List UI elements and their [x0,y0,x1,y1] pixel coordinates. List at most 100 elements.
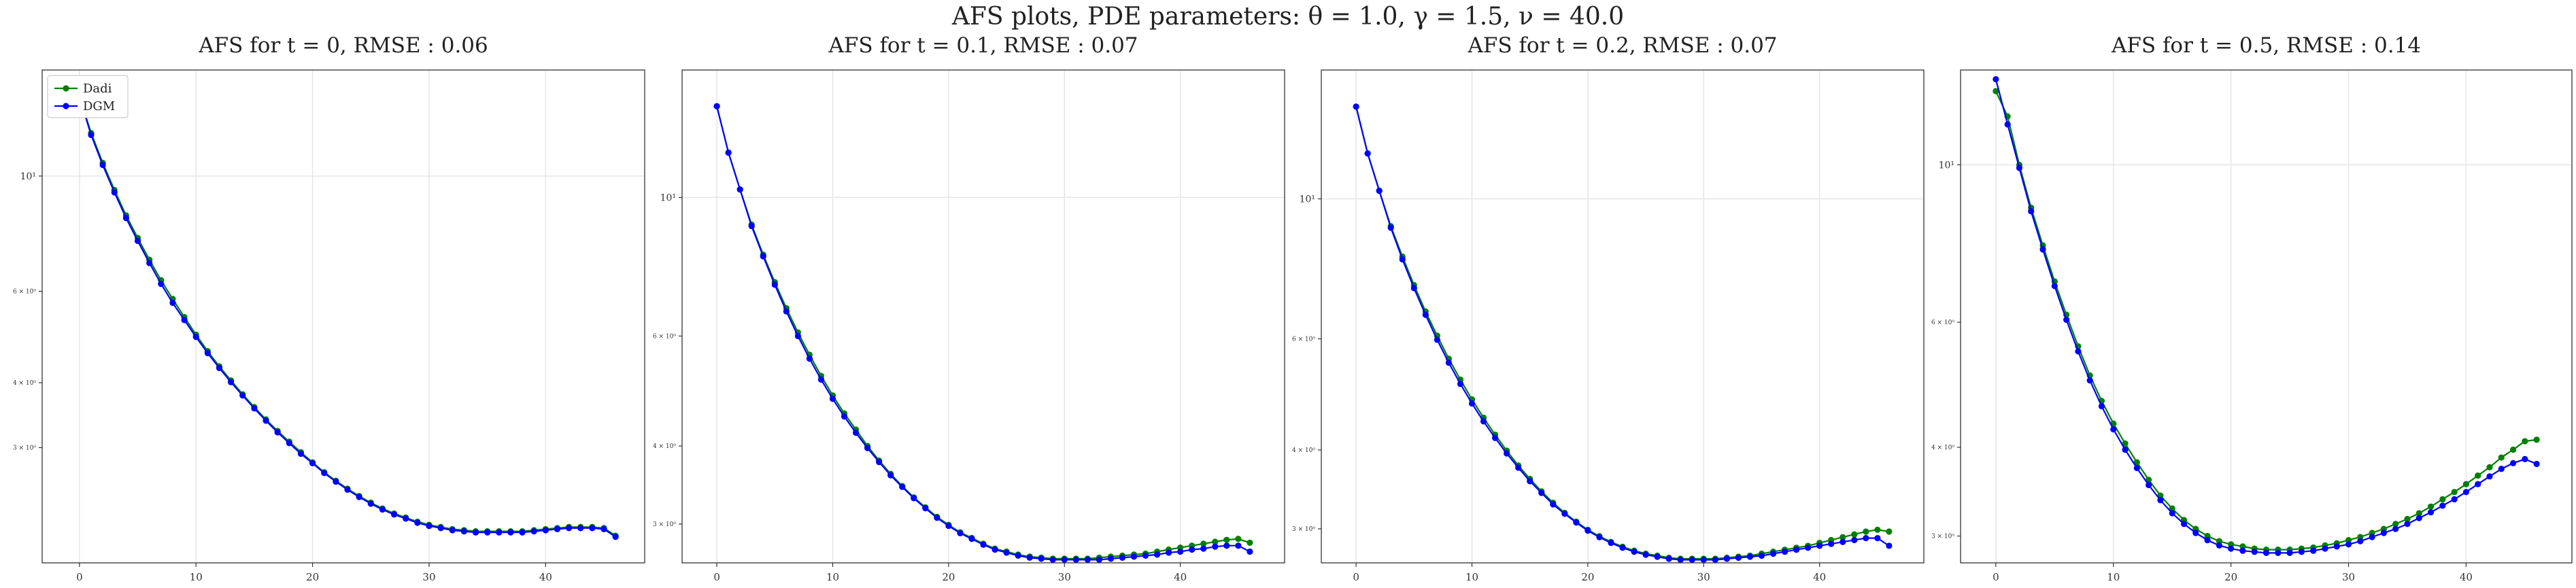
data-point [2146,481,2152,489]
data-point [1003,549,1010,556]
legend-label: DGM [83,99,115,114]
data-point [2122,446,2129,453]
data-point [2462,489,2470,496]
data-point [1550,501,1557,508]
data-point [1781,549,1789,555]
data-point [2051,283,2058,290]
legend-label: Dadi [83,82,112,96]
data-point [99,162,106,169]
plot-frame [1960,69,2573,564]
y-tick-label: 4 × 10⁰ [13,380,36,387]
data-point [169,299,176,307]
data-point [2169,505,2175,512]
data-point [2404,521,2411,528]
x-tick-label: 0 [1353,571,1359,583]
chart-title: AFS for t = 0.2, RMSE : 0.07 [1467,33,1777,58]
data-point [1816,542,1823,549]
series-dgm [76,94,619,540]
y-tick-label: 3 × 10⁰ [1931,534,1954,540]
series-dgm [1993,75,2540,556]
data-point [2416,510,2422,517]
x-tick-label: 30 [2342,571,2355,583]
data-point [2204,537,2211,544]
data-point [2192,530,2199,536]
plot-frame [681,69,1285,564]
data-point [1387,224,1394,231]
data-point [783,308,790,315]
data-point [1480,418,1487,425]
data-point [2486,473,2493,480]
x-tick-label: 20 [2224,571,2237,583]
data-point [1793,547,1800,553]
data-point [876,459,883,466]
data-point [2286,549,2293,556]
y-tick-label: 4 × 10⁰ [653,443,676,450]
y-tick-label: 3 × 10⁰ [653,521,676,528]
data-point [1527,478,1533,485]
data-point [1399,256,1406,263]
x-tick-label: 10 [826,571,839,583]
data-point [957,530,964,537]
data-point [414,519,421,526]
data-point [309,460,316,466]
y-tick-label: 10¹ [660,193,676,204]
x-tick-label: 40 [1174,571,1187,583]
data-point [1573,519,1580,526]
legend: Dadi DGM [47,75,129,118]
data-point [1189,546,1196,553]
data-point [2498,466,2505,472]
x-tick-label: 30 [1697,571,1710,583]
data-point [864,445,871,451]
data-point [1200,545,1207,552]
data-point [344,486,351,493]
data-point [1026,554,1033,561]
data-point [829,396,836,402]
data-point [2509,460,2517,466]
data-point [1422,311,1429,318]
data-point [2427,509,2435,516]
data-point [934,515,940,521]
data-point [484,529,491,536]
data-point [2369,534,2375,540]
data-point [228,379,235,385]
data-point [2075,348,2082,355]
data-point [437,525,444,532]
data-point [2462,481,2470,487]
y-tick-label: 3 × 10⁰ [1292,526,1315,533]
plot-area [682,70,1285,563]
series-dgm [1353,103,1893,564]
data-point [1376,187,1383,194]
data-point [1364,150,1371,157]
data-point [367,500,374,507]
data-point [158,280,165,288]
data-point [1038,555,1045,562]
data-point [1619,544,1626,551]
data-point [713,103,720,109]
chart-panel: 0 10 20 30 40 3 × 10⁰ 4 × 10⁰ 6 × 10⁰ 10¹ AFS for… [1292,33,1925,583]
data-point [1874,535,1881,542]
data-point [2146,477,2152,483]
data-point [204,349,211,357]
data-point [2216,542,2222,549]
data-point [852,430,860,436]
data-point [1735,554,1742,561]
y-tick-label: 6 × 10⁰ [653,333,676,340]
data-point [2251,549,2258,555]
data-point [88,131,95,139]
data-point [2392,521,2399,528]
data-point [1166,549,1172,556]
data-point [1445,359,1453,366]
data-point [1863,535,1869,542]
y-tick-label: 10¹ [1939,160,1954,171]
data-point [2133,459,2140,466]
data-point [566,525,573,532]
chart-panel: 0 10 20 30 40 3 × 10⁰ 4 × 10⁰ 6 × 10⁰ 10¹ AFS for… [13,33,645,583]
data-point [2298,549,2305,555]
x-tick-label: 10 [1465,571,1478,583]
data-point [1247,539,1253,547]
y-tick-label: 10¹ [1300,194,1315,205]
data-point [2333,543,2340,550]
data-point [1410,285,1417,292]
data-point [2086,377,2093,384]
data-point [2522,438,2528,445]
